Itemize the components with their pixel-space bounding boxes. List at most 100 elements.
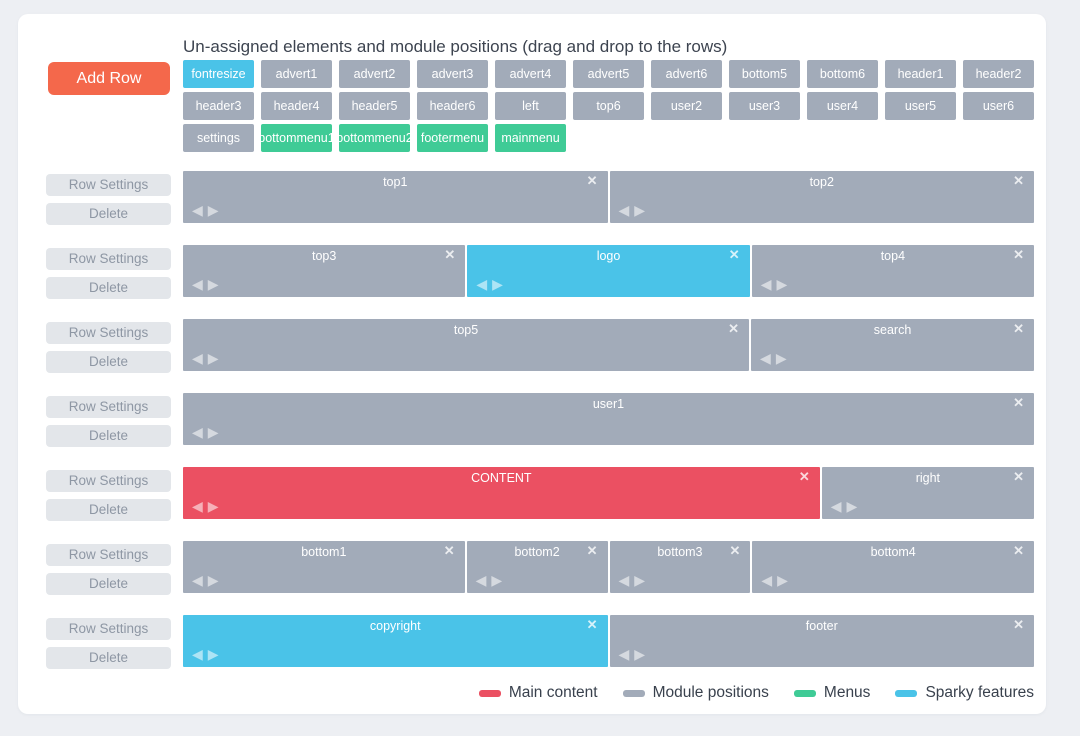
- chip-user3[interactable]: user3: [729, 92, 800, 120]
- position-block-bottom1[interactable]: bottom1 ✕ ◀ ▶: [183, 541, 465, 593]
- close-icon[interactable]: ✕: [728, 321, 740, 336]
- move-left-icon[interactable]: ◀: [761, 572, 773, 588]
- chip-user4[interactable]: user4: [807, 92, 878, 120]
- chip-advert5[interactable]: advert5: [573, 60, 644, 88]
- position-block-top5[interactable]: top5 ✕ ◀ ▶: [183, 319, 750, 371]
- move-left-icon[interactable]: ◀: [192, 350, 203, 366]
- move-right-icon[interactable]: ▶: [776, 276, 788, 292]
- chip-advert4[interactable]: advert4: [495, 60, 566, 88]
- chip-header6[interactable]: header6: [417, 92, 488, 120]
- chip-left[interactable]: left: [495, 92, 566, 120]
- row-settings-button[interactable]: Row Settings: [46, 396, 171, 418]
- move-left-icon[interactable]: ◀: [476, 276, 488, 292]
- chip-mainmenu[interactable]: mainmenu: [495, 124, 566, 152]
- chip-bottom5[interactable]: bottom5: [729, 60, 800, 88]
- chip-user5[interactable]: user5: [885, 92, 956, 120]
- close-icon[interactable]: ✕: [1013, 395, 1024, 410]
- move-left-icon[interactable]: ◀: [192, 202, 203, 218]
- move-right-icon[interactable]: ▶: [207, 646, 219, 662]
- row-delete-button[interactable]: Delete: [46, 351, 171, 373]
- move-left-icon[interactable]: ◀: [830, 498, 842, 514]
- move-right-icon[interactable]: ▶: [207, 424, 219, 440]
- move-right-icon[interactable]: ▶: [207, 276, 219, 292]
- chip-top6[interactable]: top6: [573, 92, 644, 120]
- row-delete-button[interactable]: Delete: [46, 499, 171, 521]
- row-settings-button[interactable]: Row Settings: [46, 322, 171, 344]
- row-delete-button[interactable]: Delete: [46, 647, 171, 669]
- position-block-right[interactable]: right ✕ ◀ ▶: [821, 467, 1034, 519]
- row-delete-button[interactable]: Delete: [46, 203, 171, 225]
- chip-footermenu[interactable]: footermenu: [417, 124, 488, 152]
- position-block-copyright[interactable]: copyright ✕ ◀ ▶: [183, 615, 608, 667]
- row-delete-button[interactable]: Delete: [46, 573, 171, 595]
- chip-user2[interactable]: user2: [651, 92, 722, 120]
- move-right-icon[interactable]: ▶: [775, 350, 787, 366]
- row-settings-button[interactable]: Row Settings: [46, 544, 171, 566]
- close-icon[interactable]: ✕: [729, 543, 741, 558]
- move-right-icon[interactable]: ▶: [634, 572, 646, 588]
- move-left-icon[interactable]: ◀: [475, 572, 487, 588]
- chip-advert6[interactable]: advert6: [651, 60, 722, 88]
- close-icon[interactable]: ✕: [798, 469, 810, 484]
- chip-advert3[interactable]: advert3: [417, 60, 488, 88]
- row-settings-button[interactable]: Row Settings: [46, 470, 171, 492]
- move-left-icon[interactable]: ◀: [192, 424, 203, 440]
- move-right-icon[interactable]: ▶: [207, 202, 219, 218]
- position-block-top1[interactable]: top1 ✕ ◀ ▶: [183, 171, 608, 223]
- chip-user6[interactable]: user6: [963, 92, 1034, 120]
- close-icon[interactable]: ✕: [1013, 247, 1025, 262]
- move-left-icon[interactable]: ◀: [192, 572, 203, 588]
- move-left-icon[interactable]: ◀: [192, 646, 203, 662]
- row-settings-button[interactable]: Row Settings: [46, 174, 171, 196]
- move-left-icon[interactable]: ◀: [192, 276, 203, 292]
- chip-header2[interactable]: header2: [963, 60, 1034, 88]
- position-block-CONTENT[interactable]: CONTENT ✕ ◀ ▶: [183, 467, 820, 519]
- close-icon[interactable]: ✕: [444, 247, 456, 262]
- move-right-icon[interactable]: ▶: [492, 276, 503, 292]
- move-right-icon[interactable]: ▶: [207, 572, 219, 588]
- move-left-icon[interactable]: ◀: [618, 572, 630, 588]
- chip-fontresize[interactable]: fontresize: [183, 60, 254, 88]
- position-block-user1[interactable]: user1 ✕ ◀ ▶: [183, 393, 1034, 445]
- close-icon[interactable]: ✕: [1013, 543, 1024, 558]
- position-block-logo[interactable]: logo ✕ ◀ ▶: [467, 245, 750, 297]
- move-left-icon[interactable]: ◀: [618, 646, 630, 662]
- move-left-icon[interactable]: ◀: [618, 202, 630, 218]
- chip-bottommenu2[interactable]: bottommenu2: [339, 124, 410, 152]
- position-block-footer[interactable]: footer ✕ ◀ ▶: [609, 615, 1034, 667]
- move-right-icon[interactable]: ▶: [846, 498, 858, 514]
- close-icon[interactable]: ✕: [728, 247, 740, 262]
- row-settings-button[interactable]: Row Settings: [46, 248, 171, 270]
- chip-header5[interactable]: header5: [339, 92, 410, 120]
- move-right-icon[interactable]: ▶: [207, 350, 219, 366]
- chip-header1[interactable]: header1: [885, 60, 956, 88]
- close-icon[interactable]: ✕: [1013, 321, 1024, 336]
- position-block-top3[interactable]: top3 ✕ ◀ ▶: [183, 245, 466, 297]
- chip-advert2[interactable]: advert2: [339, 60, 410, 88]
- move-right-icon[interactable]: ▶: [634, 202, 646, 218]
- position-block-search[interactable]: search ✕ ◀ ▶: [751, 319, 1034, 371]
- close-icon[interactable]: ✕: [586, 173, 598, 188]
- close-icon[interactable]: ✕: [1013, 173, 1024, 188]
- position-block-top4[interactable]: top4 ✕ ◀ ▶: [751, 245, 1035, 297]
- position-block-bottom3[interactable]: bottom3 ✕ ◀ ▶: [609, 541, 751, 593]
- move-right-icon[interactable]: ▶: [491, 572, 503, 588]
- chip-advert1[interactable]: advert1: [261, 60, 332, 88]
- chip-bottom6[interactable]: bottom6: [807, 60, 878, 88]
- chip-bottommenu1[interactable]: bottommenu1: [261, 124, 332, 152]
- move-left-icon[interactable]: ◀: [760, 350, 771, 366]
- position-block-bottom4[interactable]: bottom4 ✕ ◀ ▶: [752, 541, 1034, 593]
- row-delete-button[interactable]: Delete: [46, 425, 171, 447]
- row-settings-button[interactable]: Row Settings: [46, 618, 171, 640]
- add-row-button[interactable]: Add Row: [48, 62, 170, 95]
- position-block-top2[interactable]: top2 ✕ ◀ ▶: [609, 171, 1034, 223]
- close-icon[interactable]: ✕: [586, 543, 598, 558]
- close-icon[interactable]: ✕: [1013, 469, 1024, 484]
- move-right-icon[interactable]: ▶: [207, 498, 219, 514]
- move-left-icon[interactable]: ◀: [192, 498, 203, 514]
- row-delete-button[interactable]: Delete: [46, 277, 171, 299]
- close-icon[interactable]: ✕: [1013, 617, 1024, 632]
- move-right-icon[interactable]: ▶: [777, 572, 788, 588]
- move-left-icon[interactable]: ◀: [760, 276, 772, 292]
- chip-header4[interactable]: header4: [261, 92, 332, 120]
